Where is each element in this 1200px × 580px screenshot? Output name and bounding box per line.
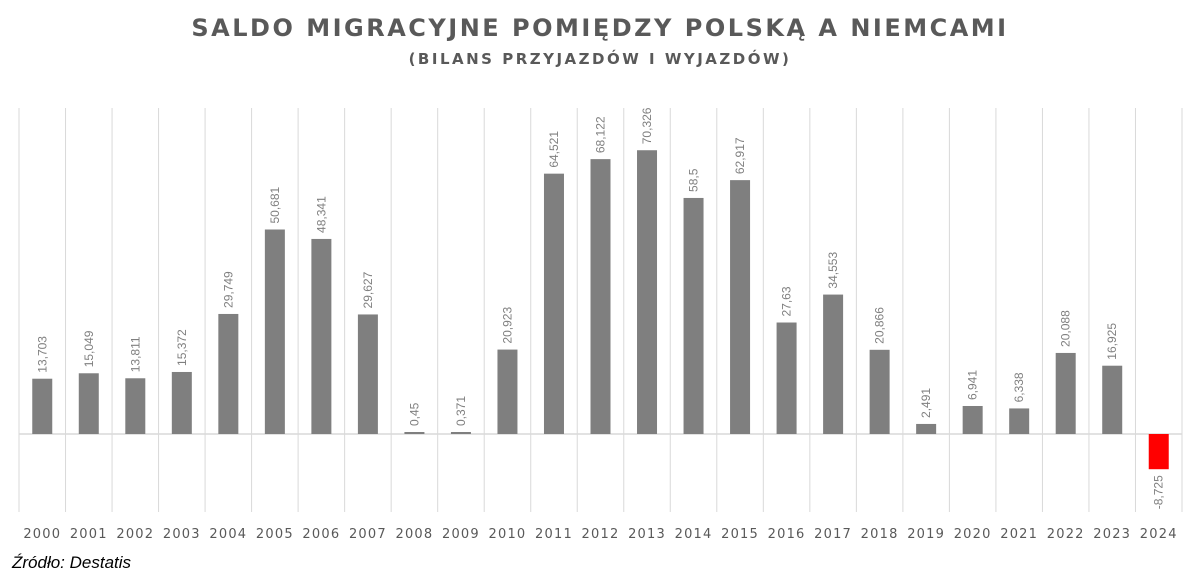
x-tick-label: 2022 bbox=[1047, 527, 1085, 542]
data-label: 48,341 bbox=[314, 196, 328, 233]
bar-2010 bbox=[497, 349, 518, 434]
x-tick-label: 2011 bbox=[535, 527, 573, 542]
data-label: 0,45 bbox=[407, 402, 421, 426]
bar-2005 bbox=[264, 229, 285, 434]
data-label: 16,925 bbox=[1105, 323, 1119, 360]
bar-2004 bbox=[218, 313, 239, 434]
x-tick-label: 2014 bbox=[675, 527, 713, 542]
x-tick-label: 2003 bbox=[163, 527, 201, 542]
data-label: 50,681 bbox=[268, 186, 282, 223]
bar-2003 bbox=[171, 371, 192, 434]
data-label: -8,725 bbox=[1152, 475, 1166, 509]
chart-subtitle: (BILANS PRZYJAZDÓW I WYJAZDÓW) bbox=[408, 50, 792, 68]
data-label: 2,491 bbox=[919, 388, 933, 418]
x-tick-label: 2004 bbox=[209, 527, 247, 542]
x-tick-label: 2008 bbox=[395, 527, 433, 542]
bar-chart: 13,703 2000 15,049 2001 13,811 2002 15,372 2003… bbox=[18, 107, 1183, 542]
x-tick-label: 2001 bbox=[70, 527, 108, 542]
source-note: Źródło: Destatis bbox=[12, 553, 132, 572]
data-label: 13,703 bbox=[35, 336, 49, 373]
x-tick-label: 2013 bbox=[628, 527, 666, 542]
bar-2011 bbox=[543, 173, 564, 434]
bar-2017 bbox=[823, 294, 844, 434]
x-tick-label: 2015 bbox=[721, 527, 759, 542]
data-label: 34,553 bbox=[826, 252, 840, 289]
bar-2016 bbox=[776, 322, 797, 434]
x-tick-label: 2010 bbox=[489, 527, 527, 542]
x-tick-label: 2012 bbox=[582, 527, 620, 542]
data-label: 15,049 bbox=[82, 330, 96, 367]
data-label: 27,63 bbox=[780, 286, 794, 316]
bar-2006 bbox=[311, 238, 332, 434]
data-label: 20,866 bbox=[873, 307, 887, 344]
x-tick-label: 2024 bbox=[1140, 527, 1178, 542]
data-label: 6,338 bbox=[1012, 372, 1026, 402]
bar-2022 bbox=[1055, 352, 1076, 434]
x-tick-label: 2007 bbox=[349, 527, 387, 542]
data-label: 20,088 bbox=[1059, 310, 1073, 347]
data-label: 20,923 bbox=[500, 307, 514, 344]
data-label: 62,917 bbox=[733, 137, 747, 174]
bar-2008 bbox=[404, 432, 425, 434]
x-tick-label: 2020 bbox=[954, 527, 992, 542]
bar-2002 bbox=[125, 378, 146, 434]
data-label: 0,371 bbox=[454, 396, 468, 426]
x-tick-label: 2000 bbox=[23, 527, 61, 542]
data-label: 64,521 bbox=[547, 131, 561, 168]
bar-2013 bbox=[637, 150, 658, 434]
data-label: 13,811 bbox=[128, 336, 142, 372]
data-label: 15,372 bbox=[175, 329, 189, 366]
bar-2000 bbox=[32, 378, 53, 434]
bar-2020 bbox=[962, 405, 983, 434]
x-tick-label: 2019 bbox=[907, 527, 945, 542]
bar-2007 bbox=[357, 314, 378, 434]
chart-title: SALDO MIGRACYJNE POMIĘDZY POLSKĄ A NIEMC… bbox=[191, 14, 1009, 42]
bar-2009 bbox=[450, 432, 471, 434]
data-label: 29,627 bbox=[361, 271, 375, 308]
x-tick-label: 2021 bbox=[1000, 527, 1038, 542]
x-tick-label: 2005 bbox=[256, 527, 294, 542]
data-label: 6,941 bbox=[966, 370, 980, 400]
bar-2021 bbox=[1009, 408, 1030, 434]
bar-2015 bbox=[730, 180, 751, 434]
data-label: 70,326 bbox=[640, 107, 654, 144]
data-label: 29,749 bbox=[221, 271, 235, 308]
x-tick-label: 2009 bbox=[442, 527, 480, 542]
x-tick-label: 2016 bbox=[768, 527, 806, 542]
bar-2018 bbox=[869, 349, 890, 434]
data-label: 68,122 bbox=[594, 116, 608, 153]
bar-2023 bbox=[1102, 365, 1123, 434]
x-tick-label: 2018 bbox=[861, 527, 899, 542]
bar-2019 bbox=[916, 423, 937, 434]
x-tick-label: 2023 bbox=[1093, 527, 1131, 542]
x-tick-label: 2017 bbox=[814, 527, 852, 542]
x-tick-label: 2002 bbox=[116, 527, 154, 542]
bar-2014 bbox=[683, 197, 704, 434]
bar-2024 bbox=[1148, 434, 1169, 470]
x-tick-label: 2006 bbox=[302, 527, 340, 542]
data-label: 58,5 bbox=[687, 168, 701, 192]
bar-2001 bbox=[78, 373, 99, 434]
bar-2012 bbox=[590, 159, 611, 434]
